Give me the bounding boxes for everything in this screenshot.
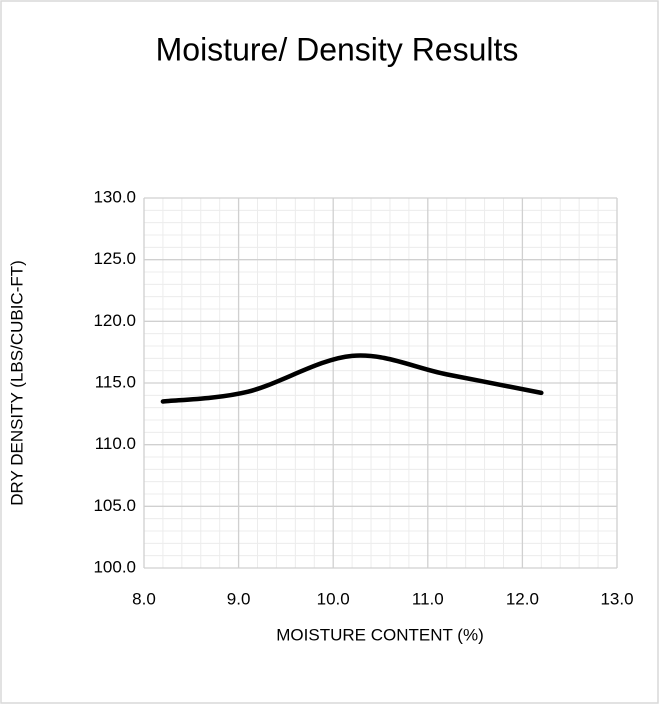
y-tick-label: 120.0 [93, 311, 136, 330]
y-tick-label: 115.0 [95, 372, 136, 391]
y-tick-label: 105.0 [93, 496, 136, 515]
chart-title: Moisture/ Density Results [156, 31, 519, 67]
y-tick-label: 125.0 [93, 249, 136, 268]
x-tick-label: 9.0 [227, 589, 251, 608]
y-tick-label: 110.0 [95, 434, 136, 453]
x-tick-label: 12.0 [506, 589, 539, 608]
y-tick-label: 100.0 [93, 557, 136, 576]
x-tick-label: 8.0 [132, 589, 156, 608]
y-axis-label: DRY DENSITY (LBS/CUBIC-FT) [7, 260, 26, 506]
x-tick-label: 11.0 [412, 589, 444, 608]
y-tick-label: 130.0 [93, 187, 136, 206]
x-axis-label: MOISTURE CONTENT (%) [276, 625, 483, 644]
x-tick-label: 13.0 [600, 589, 633, 608]
x-tick-label: 10.0 [317, 589, 350, 608]
data-line [160, 353, 544, 404]
